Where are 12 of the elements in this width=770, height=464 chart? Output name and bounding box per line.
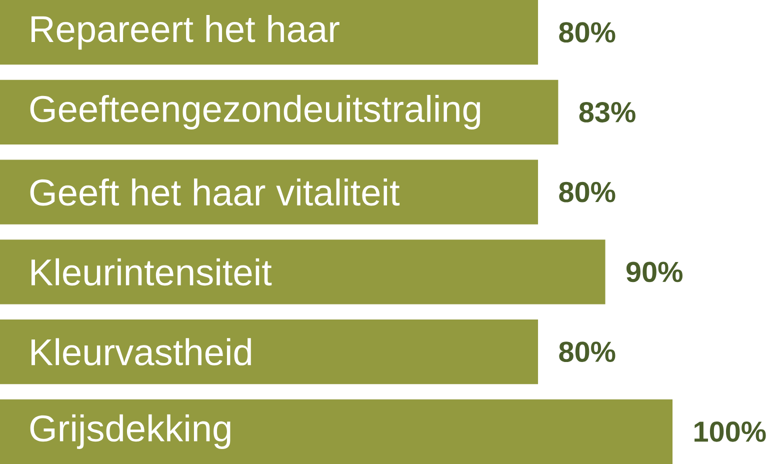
y-tick-label: Geeft het haar vitaliteit (30, 178, 400, 206)
y-tick-label: Repareert het haar (32, 15, 340, 50)
data-label: 100% (694, 421, 766, 442)
data-label: 80% (559, 182, 616, 202)
data-label: 90% (626, 262, 682, 282)
y-tick-label: Geefteengezondeuitstraling (30, 94, 480, 130)
y-tick-label: Kleurvastheid (32, 338, 251, 366)
y-tick-label: Kleurintensiteit (32, 258, 272, 286)
data-label: 80% (559, 22, 616, 43)
data-label: 83% (579, 102, 636, 122)
data-label: 80% (559, 342, 616, 362)
y-tick-label: Grijsdekking (30, 414, 230, 449)
